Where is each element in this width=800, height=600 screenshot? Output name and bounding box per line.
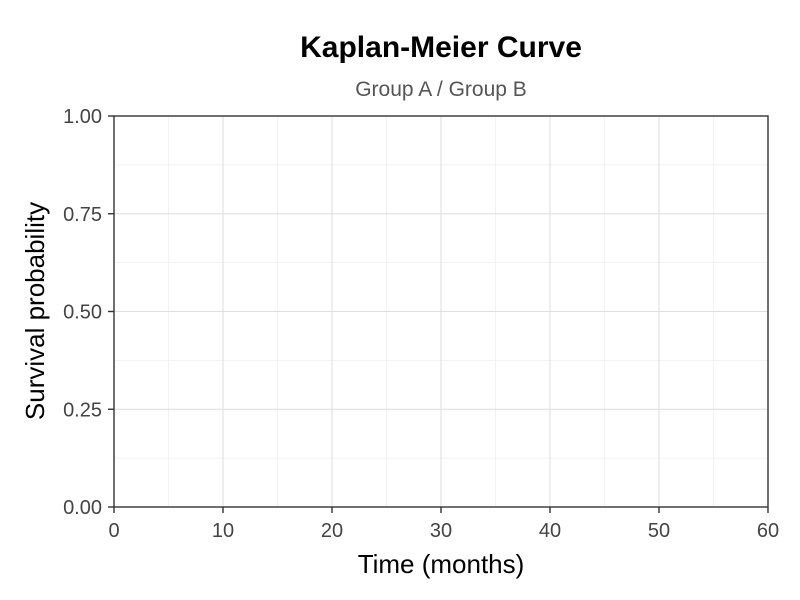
y-axis-title: Survival probability bbox=[20, 202, 50, 420]
x-tick-label: 30 bbox=[430, 520, 452, 542]
x-axis-title: Time (months) bbox=[358, 549, 525, 579]
x-tick-label: 0 bbox=[108, 520, 119, 542]
chart-title: Kaplan-Meier Curve bbox=[300, 31, 582, 64]
x-axis-ticks: 0 10 20 30 40 50 60 bbox=[108, 507, 779, 542]
y-axis-ticks: 0.00 0.25 0.50 0.75 1.00 bbox=[63, 106, 114, 519]
major-gridlines bbox=[113, 115, 769, 508]
x-tick-label: 40 bbox=[539, 520, 561, 542]
x-tick-label: 20 bbox=[321, 520, 343, 542]
chart-subtitle: Group A / Group B bbox=[355, 78, 527, 101]
y-tick-label: 0.75 bbox=[63, 204, 102, 226]
y-tick-label: 0.50 bbox=[63, 302, 102, 324]
y-tick-label: 1.00 bbox=[63, 106, 102, 128]
x-tick-label: 10 bbox=[212, 520, 234, 542]
x-tick-label: 50 bbox=[648, 520, 670, 542]
x-tick-label: 60 bbox=[757, 520, 779, 542]
y-tick-label: 0.00 bbox=[63, 497, 102, 519]
y-tick-label: 0.25 bbox=[63, 399, 102, 421]
